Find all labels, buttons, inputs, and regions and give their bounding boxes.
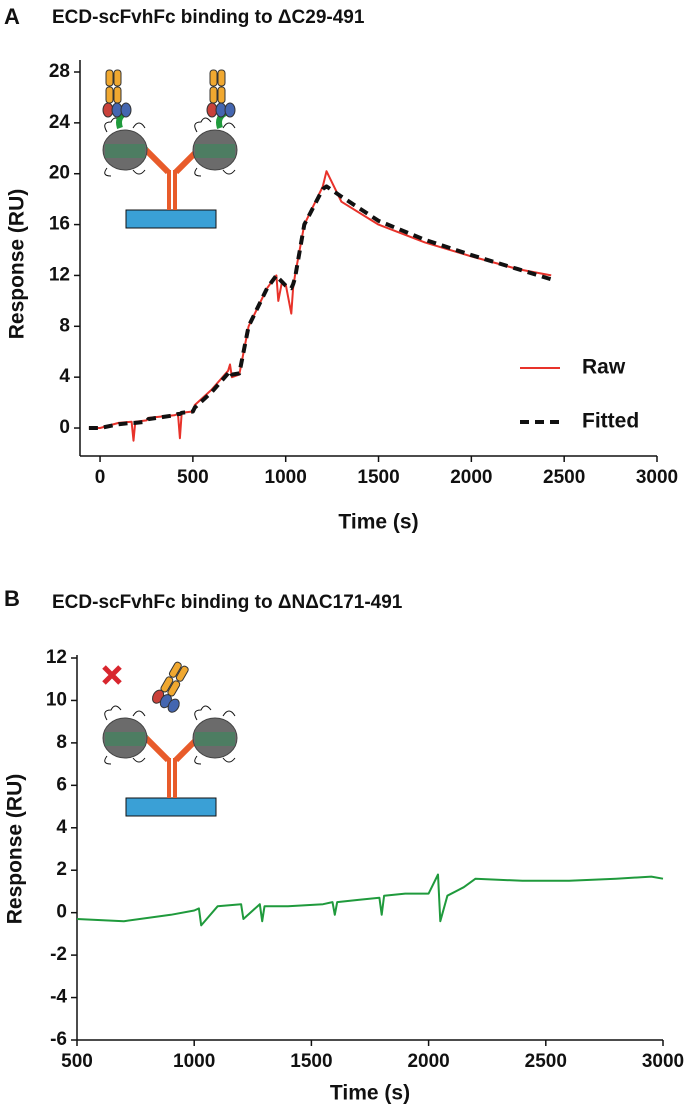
y-tick-label: 0 [56, 902, 67, 923]
y-tick-label: 24 [49, 112, 71, 133]
x-tick-label: 1000 [265, 467, 307, 488]
y-tick-label: 8 [56, 732, 67, 753]
y-tick-label: 12 [49, 264, 70, 285]
x-tick-label: 500 [61, 1051, 93, 1072]
x-tick-label: 1000 [173, 1051, 215, 1072]
y-axis-label: Response (RU) [6, 189, 29, 340]
y-tick-label: 28 [49, 61, 70, 82]
y-tick-label: 20 [49, 163, 70, 184]
x-axis-label: Time (s) [330, 1082, 410, 1105]
x-tick-label: 2500 [525, 1051, 567, 1072]
y-tick-label: 12 [46, 647, 67, 668]
schematic-a [102, 69, 238, 228]
y-tick-label: 16 [49, 214, 70, 235]
x-tick-label: 0 [95, 467, 106, 488]
y-tick-label: 6 [56, 774, 67, 795]
y-tick-label: -6 [50, 1029, 67, 1050]
panel-label: A [4, 4, 20, 29]
panel-label: B [4, 586, 20, 611]
x-tick-label: 3000 [636, 467, 678, 488]
legend-label: Raw [582, 356, 626, 379]
y-tick-label: 4 [56, 817, 67, 838]
y-axis-label: Response (RU) [4, 774, 27, 925]
y-tick-label: 8 [59, 315, 70, 336]
y-tick-label: 4 [59, 366, 70, 387]
y-tick-label: -2 [50, 944, 67, 965]
chart-title: ECD-scFvhFc binding to ΔNΔC171-491 [52, 592, 403, 613]
x-tick-label: 1500 [290, 1051, 332, 1072]
y-tick-label: 2 [56, 859, 67, 880]
x-tick-label: 2000 [407, 1051, 449, 1072]
x-tick-label: 3000 [642, 1051, 684, 1072]
legend-label: Fitted [582, 410, 639, 433]
x-tick-label: 1500 [357, 467, 399, 488]
x-tick-label: 2500 [543, 467, 585, 488]
y-tick-label: 10 [46, 689, 67, 710]
x-axis-label: Time (s) [338, 511, 418, 534]
chart-title: ECD-scFvhFc binding to ΔC29-491 [52, 7, 365, 28]
schematic-b [102, 659, 238, 816]
series-line [76, 873, 664, 927]
series-line [88, 184, 552, 430]
x-tick-label: 2000 [450, 467, 492, 488]
x-tick-label: 500 [177, 467, 209, 488]
y-tick-label: 0 [59, 417, 70, 438]
y-tick-label: -4 [50, 987, 67, 1008]
